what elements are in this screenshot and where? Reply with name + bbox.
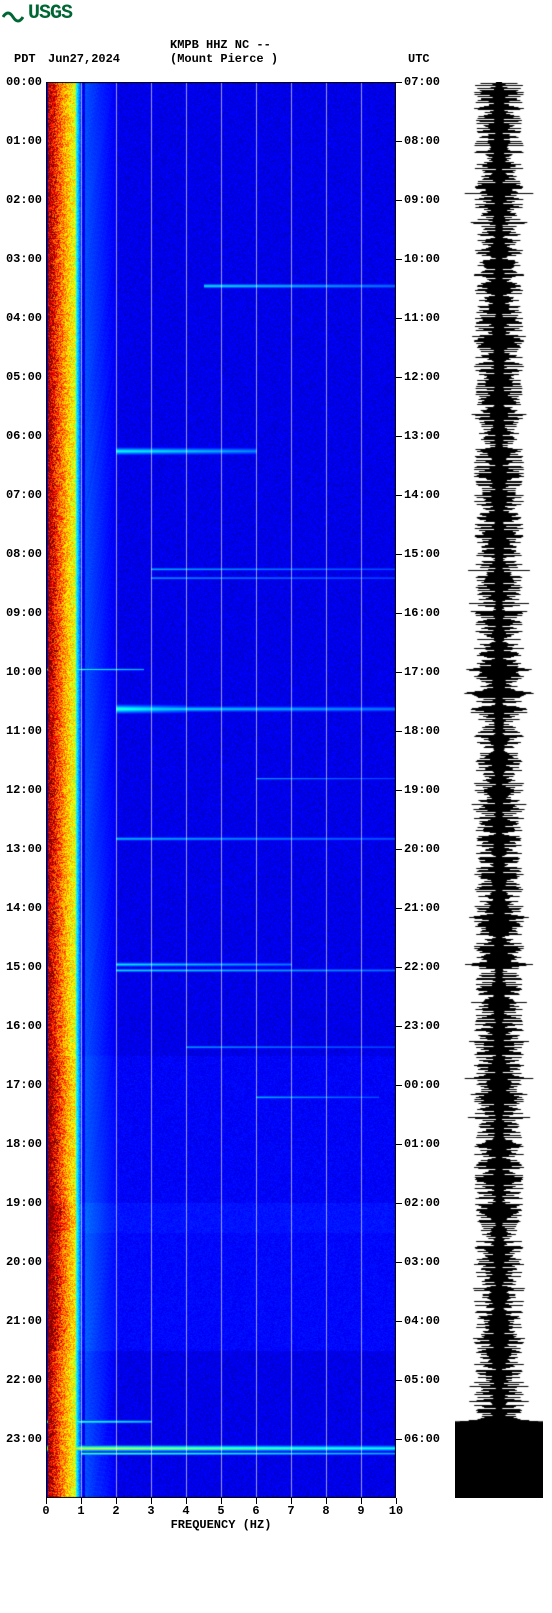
pdt-hour-label: 04:00 [2,311,42,325]
utc-hour-tick [396,849,402,850]
utc-hour-label: 11:00 [404,311,444,325]
pdt-hour-label: 17:00 [2,1078,42,1092]
utc-hour-label: 06:00 [404,1432,444,1446]
utc-hour-tick [396,82,402,83]
utc-hour-tick [396,967,402,968]
pdt-hour-label: 23:00 [2,1432,42,1446]
utc-hour-tick [396,672,402,673]
pdt-hour-label: 18:00 [2,1137,42,1151]
freq-tick-label: 8 [322,1504,329,1518]
pdt-hour-label: 15:00 [2,960,42,974]
utc-hour-label: 13:00 [404,429,444,443]
utc-hour-tick [396,200,402,201]
utc-hour-label: 23:00 [404,1019,444,1033]
freq-tick-label: 4 [182,1504,189,1518]
pdt-hour-label: 01:00 [2,134,42,148]
utc-hour-label: 22:00 [404,960,444,974]
utc-hour-label: 19:00 [404,783,444,797]
pdt-hour-label: 10:00 [2,665,42,679]
pdt-hour-label: 09:00 [2,606,42,620]
utc-hour-tick [396,1026,402,1027]
tz-left-label: PDT [14,52,36,66]
utc-hour-label: 02:00 [404,1196,444,1210]
pdt-hour-label: 11:00 [2,724,42,738]
utc-hour-label: 12:00 [404,370,444,384]
pdt-hour-label: 20:00 [2,1255,42,1269]
station-label: KMPB HHZ NC -- [170,38,271,52]
utc-hour-tick [396,613,402,614]
tz-right-label: UTC [408,52,430,66]
freq-tick-label: 2 [112,1504,119,1518]
freq-tick-label: 10 [389,1504,403,1518]
pdt-hour-label: 07:00 [2,488,42,502]
utc-hour-tick [396,554,402,555]
utc-hour-tick [396,1321,402,1322]
utc-hour-tick [396,259,402,260]
date-label: Jun27,2024 [48,52,120,66]
pdt-hour-label: 06:00 [2,429,42,443]
utc-hour-label: 07:00 [404,75,444,89]
pdt-hour-label: 14:00 [2,901,42,915]
utc-hour-label: 20:00 [404,842,444,856]
pdt-hour-label: 02:00 [2,193,42,207]
freq-tick-label: 3 [147,1504,154,1518]
utc-hour-label: 14:00 [404,488,444,502]
utc-hour-label: 15:00 [404,547,444,561]
utc-hour-label: 00:00 [404,1078,444,1092]
utc-hour-tick [396,908,402,909]
utc-hour-tick [396,1439,402,1440]
utc-hour-tick [396,1144,402,1145]
site-label: (Mount Pierce ) [170,52,278,66]
freq-tick-label: 1 [77,1504,84,1518]
freq-tick-label: 9 [357,1504,364,1518]
pdt-hour-label: 00:00 [2,75,42,89]
utc-hour-tick [396,1262,402,1263]
freq-tick-label: 0 [42,1504,49,1518]
utc-hour-tick [396,141,402,142]
utc-hour-tick [396,1203,402,1204]
utc-hour-tick [396,318,402,319]
pdt-hour-label: 13:00 [2,842,42,856]
utc-hour-label: 16:00 [404,606,444,620]
pdt-hour-label: 08:00 [2,547,42,561]
utc-hour-tick [396,495,402,496]
pdt-hour-label: 21:00 [2,1314,42,1328]
utc-hour-label: 18:00 [404,724,444,738]
utc-hour-tick [396,1380,402,1381]
pdt-hour-label: 12:00 [2,783,42,797]
freq-axis-label: FREQUENCY (HZ) [171,1518,272,1532]
utc-hour-label: 08:00 [404,134,444,148]
freq-tick-label: 6 [252,1504,259,1518]
utc-hour-tick [396,436,402,437]
pdt-hour-label: 19:00 [2,1196,42,1210]
pdt-hour-label: 03:00 [2,252,42,266]
utc-hour-label: 21:00 [404,901,444,915]
utc-hour-label: 04:00 [404,1314,444,1328]
pdt-hour-label: 22:00 [2,1373,42,1387]
freq-tick-label: 5 [217,1504,224,1518]
utc-hour-label: 05:00 [404,1373,444,1387]
utc-hour-label: 03:00 [404,1255,444,1269]
utc-hour-tick [396,1085,402,1086]
utc-hour-label: 01:00 [404,1137,444,1151]
utc-hour-label: 10:00 [404,252,444,266]
logo-text: USGS [28,2,72,25]
utc-hour-tick [396,790,402,791]
utc-hour-tick [396,377,402,378]
usgs-logo: USGS [2,2,72,25]
utc-hour-label: 09:00 [404,193,444,207]
spectrogram-page: USGS PDT Jun27,2024 KMPB HHZ NC -- (Moun… [0,0,552,1613]
spectrogram-canvas [46,82,396,1498]
waveform-canvas [455,82,543,1498]
freq-tick-label: 7 [287,1504,294,1518]
pdt-hour-label: 05:00 [2,370,42,384]
utc-hour-label: 17:00 [404,665,444,679]
utc-hour-tick [396,731,402,732]
pdt-hour-label: 16:00 [2,1019,42,1033]
